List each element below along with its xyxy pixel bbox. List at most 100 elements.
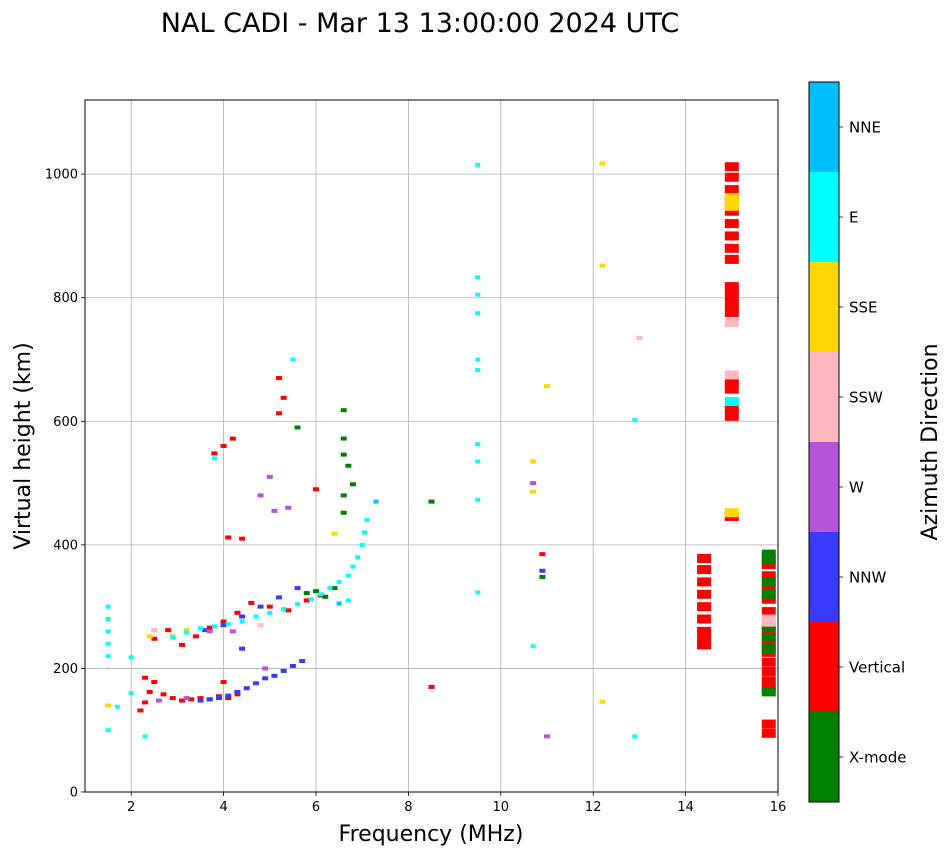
y-tick-label: 400 [53, 538, 78, 553]
data-point-e [632, 418, 638, 423]
data-point-w [155, 698, 162, 703]
data-point-nnw [239, 614, 246, 619]
y-tick-label: 200 [53, 662, 78, 677]
data-point-ssw [724, 317, 739, 327]
data-point-e [253, 614, 259, 619]
grid-lines [85, 100, 779, 793]
colorbar-label: Azimuth Direction [918, 343, 943, 540]
colorbar-segment [809, 532, 839, 622]
data-point-e [105, 654, 111, 659]
colorbar-tick-label: SSW [849, 389, 883, 407]
data-point-vertical [724, 411, 739, 421]
data-point-vertical [220, 680, 227, 685]
data-point-e [475, 162, 481, 167]
data-point-e [225, 621, 231, 626]
data-point-nnw [197, 698, 204, 703]
data-point-sse [544, 384, 550, 389]
data-point-vertical [761, 583, 776, 593]
data-point-x-mode [539, 574, 546, 579]
data-point-vertical [761, 676, 776, 686]
data-point-vertical [761, 626, 776, 636]
data-point-sse [599, 161, 606, 166]
data-point-e [364, 518, 370, 523]
data-point-vertical [169, 696, 176, 701]
data-point-e [198, 626, 203, 631]
data-point-w [530, 481, 537, 486]
data-point-vertical [165, 628, 172, 633]
data-point-e [239, 619, 245, 624]
data-point-vertical [220, 619, 227, 624]
data-point-w [262, 666, 269, 671]
data-point-ssw [724, 370, 739, 380]
data-point-e [475, 442, 481, 447]
data-point-vertical [697, 565, 712, 575]
data-point-x-mode [322, 594, 329, 599]
data-point-e [345, 598, 351, 603]
data-point-e [475, 357, 481, 362]
data-point-vertical [724, 254, 739, 264]
data-point-vertical [276, 411, 283, 416]
data-point-vertical [142, 675, 149, 680]
data-point-sse [724, 508, 739, 518]
data-point-vertical [724, 172, 739, 182]
data-point-nnw [252, 681, 259, 686]
data-point-nnw [271, 673, 278, 678]
data-point-vertical [761, 657, 776, 667]
data-point-vertical [697, 634, 712, 644]
data-point-x-mode [761, 633, 776, 643]
data-point-w [206, 629, 213, 634]
data-point-e [267, 610, 273, 615]
data-point-vertical [192, 634, 199, 639]
data-point-nnw [206, 697, 213, 702]
data-point-vertical [285, 608, 292, 613]
data-point-vertical [724, 384, 739, 394]
data-point-vertical [761, 719, 776, 729]
data-point-vertical [188, 697, 195, 702]
data-point-e [105, 641, 111, 646]
data-point-nnw [215, 696, 222, 701]
data-point-w [229, 629, 236, 634]
data-point-nnw [225, 693, 232, 698]
data-point-nnw [262, 676, 269, 681]
data-point-vertical [724, 377, 739, 387]
data-point-nnw [234, 689, 241, 694]
data-point-sse [599, 263, 606, 268]
data-point-ssw [257, 623, 264, 628]
colorbar-segment [809, 262, 839, 352]
data-point-vertical [179, 698, 186, 703]
colorbar-segment [809, 442, 839, 532]
colorbar-frame [808, 81, 840, 803]
data-point-x-mode [340, 408, 347, 413]
data-point-e [530, 644, 536, 649]
data-point-vertical [724, 231, 739, 241]
data-point-e [475, 590, 481, 595]
data-point-vertical [724, 308, 739, 318]
data-point-vertical [697, 640, 712, 650]
colorbar-tick-label: NNE [849, 119, 881, 137]
data-point-e [632, 734, 638, 739]
data-point-vertical [313, 487, 319, 492]
data-point-e [475, 292, 481, 297]
data-point-e [475, 368, 481, 373]
data-point-vertical [761, 571, 776, 581]
data-point-vertical [724, 299, 739, 309]
data-point-x-mode [761, 549, 776, 559]
data-point-w [285, 505, 292, 510]
data-point-e [724, 397, 739, 407]
data-point-vertical [697, 626, 712, 636]
data-point-nnw [202, 628, 209, 633]
data-point-vertical [697, 602, 712, 612]
data-point-vertical [761, 560, 776, 570]
data-point-e [359, 542, 365, 547]
data-point-sse [599, 699, 606, 704]
data-point-e [475, 275, 481, 280]
plot-frame [84, 99, 779, 793]
data-point-x-mode [428, 499, 435, 504]
x-tick-label: 16 [770, 800, 787, 815]
data-point-vertical [724, 243, 739, 253]
colorbar-segment [809, 82, 839, 172]
colorbar-tick-label: E [849, 209, 858, 227]
data-point-e [327, 586, 333, 591]
data-point-nnw [280, 668, 287, 673]
chart-title: NAL CADI - Mar 13 13:00:00 2024 UTC [161, 8, 679, 39]
